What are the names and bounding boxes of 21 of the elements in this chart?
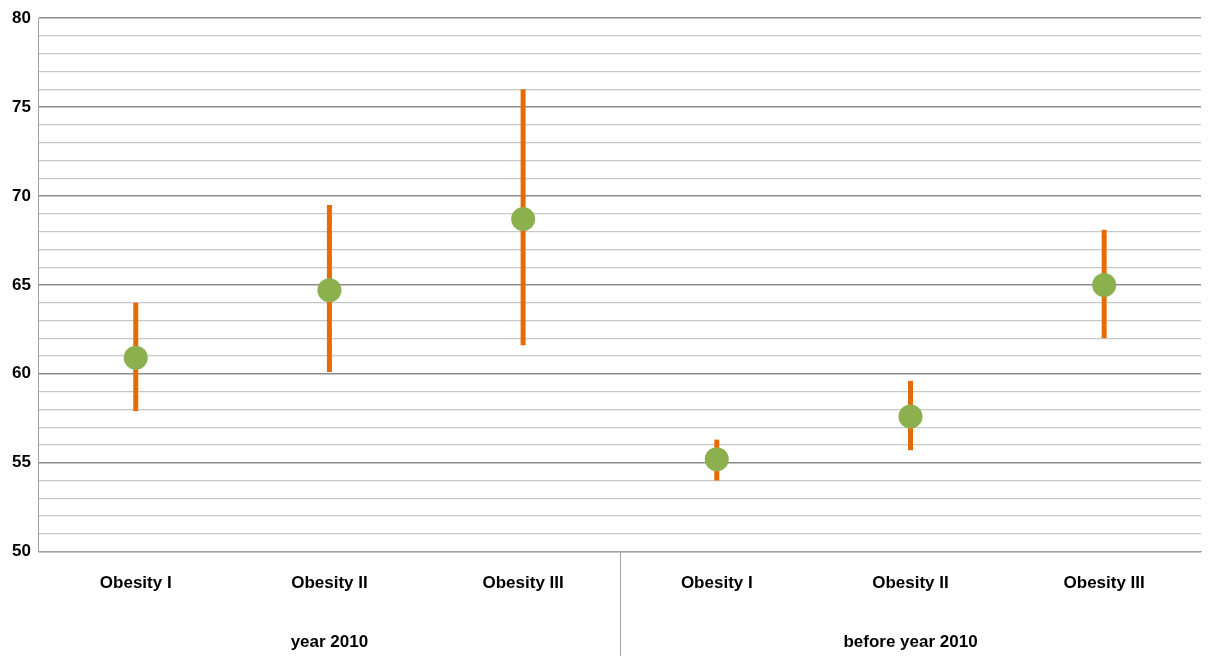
text: before year 2010	[843, 631, 978, 651]
y-tick-label: 65	[11, 274, 31, 294]
x-tick-label: Obesity III	[482, 573, 564, 593]
y-tick-label: 80	[11, 7, 31, 27]
y-tick-label: 70	[11, 185, 31, 205]
y-tick-label: 55	[11, 452, 31, 472]
point	[123, 345, 148, 370]
x-tick-label: Obesity I	[99, 573, 172, 593]
y-tick-label: 60	[11, 363, 31, 383]
point	[898, 404, 923, 429]
point	[1092, 272, 1117, 297]
point	[511, 207, 536, 232]
x-tick-label: Obesity II	[291, 573, 368, 593]
point	[704, 447, 729, 472]
x-tick-label: Obesity I	[680, 573, 753, 593]
y-tick-label: 50	[11, 541, 31, 561]
x-tick-label: Obesity II	[872, 573, 949, 593]
x-tick-label: Obesity III	[1063, 573, 1145, 593]
y-tick-label: 75	[11, 96, 31, 116]
point	[317, 278, 342, 303]
text: year 2010	[290, 631, 369, 651]
